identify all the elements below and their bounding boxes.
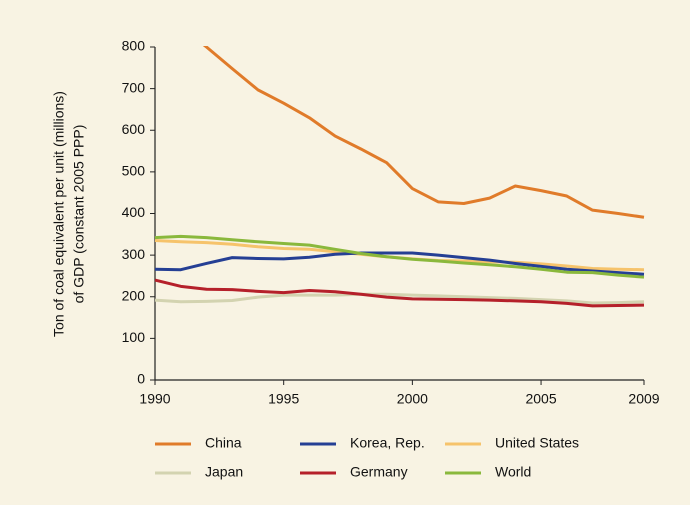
y-tick-label: 200 [122,287,146,303]
y-tick-label: 500 [122,163,146,179]
y-tick-label: 800 [122,38,146,54]
y-tick-label: 100 [122,329,146,345]
series-line [154,251,645,276]
y-tick-label: 0 [137,371,145,387]
series-line [202,46,645,219]
legend-label: Japan [205,464,243,480]
y-tick-label: 700 [122,79,146,95]
series-line [154,292,645,305]
x-tick-label: 1995 [268,391,299,407]
series-line [154,278,645,308]
x-tick-label: 1990 [139,391,170,407]
series-line [154,239,645,272]
legend-label: United States [495,435,579,451]
y-tick-label: 300 [122,246,146,262]
series-line [154,234,645,279]
y-axis-label: Ton of coal equivalent per unit (million… [51,91,67,337]
legend-label: Germany [350,464,408,480]
x-tick-label: 2009 [628,391,659,407]
y-axis-label: of GDP (constant 2005 PPP) [71,125,87,304]
y-tick-label: 600 [122,121,146,137]
plot-area [154,46,645,308]
y-tick-label: 400 [122,204,146,220]
legend-label: China [205,435,242,451]
legend-label: World [495,464,531,480]
x-tick-label: 2005 [525,391,556,407]
x-tick-label: 2000 [397,391,428,407]
legend-label: Korea, Rep. [350,435,425,451]
